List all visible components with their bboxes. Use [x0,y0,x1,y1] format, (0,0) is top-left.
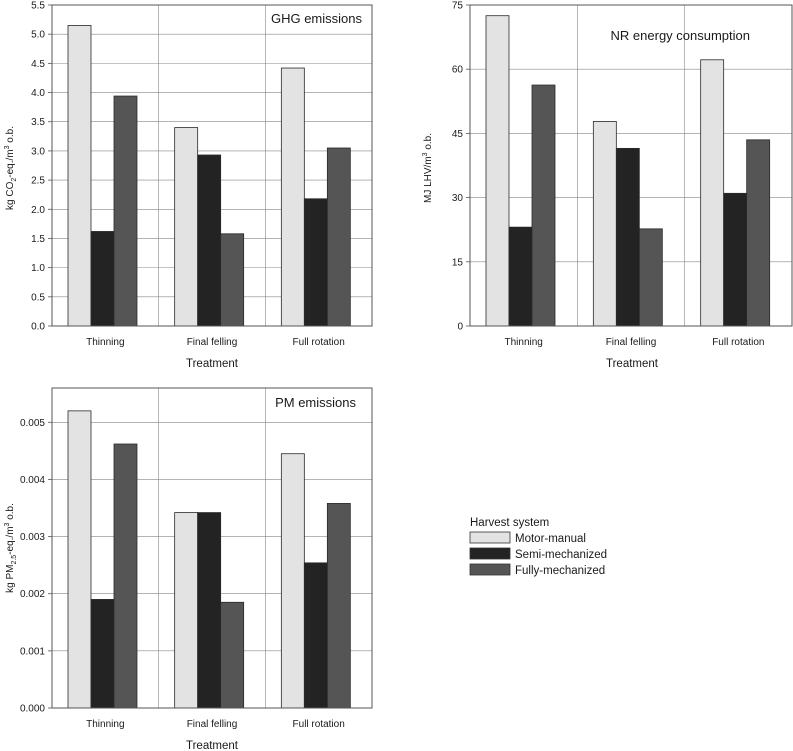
y-tick-label: 4.0 [31,88,45,99]
nr-energy-consumption-chart: 0 15 30 45 60 75 NR energy consumption MJ LHV… [422,1,793,370]
y-tick-label: 0.5 [31,292,45,303]
plot-frame [469,4,793,327]
y-tick-label: 0.002 [20,589,45,600]
bar-fully-mechanized-full-rotation [326,147,351,327]
bar-semi-mechanized-final-felling [197,154,222,327]
x-tick-label: Full rotation [293,719,345,730]
chart-title: NR energy consumption [611,28,750,43]
bar-semi-mechanized-full-rotation [723,192,748,327]
x-tick-label: Thinning [86,719,124,730]
legend-item-motor-manual: Motor-manual [469,531,586,545]
bar-motor-manual-thinning [67,25,92,327]
legend-swatch [469,547,511,560]
x-tick-label: Final felling [187,719,238,730]
y-tick-label: 60 [452,65,464,76]
x-tick-label: Full rotation [293,337,345,348]
bar-fully-mechanized-final-felling [638,228,663,327]
legend-label: Motor-manual [515,533,586,545]
y-tick-label: 4.5 [31,59,45,70]
bar-motor-manual-final-felling [174,512,199,709]
y-tick-label: 3.5 [31,117,45,128]
y-axis-label: kg PM2.5-eq./m3 o.b. [4,503,18,593]
bar-fully-mechanized-full-rotation [746,139,771,327]
y-tick-label: 30 [452,193,464,204]
y-tick-label: 0.004 [20,475,45,486]
legend: Harvest system Motor-manual Semi-mechani… [469,517,607,577]
bar-semi-mechanized-final-felling [197,512,222,709]
legend-swatch [469,563,511,576]
bar-semi-mechanized-thinning [90,231,115,327]
bar-motor-manual-thinning [485,15,510,327]
bar-semi-mechanized-full-rotation [303,562,328,709]
x-tick-label: Final felling [606,337,657,348]
bar-motor-manual-full-rotation [700,59,725,327]
bar-motor-manual-full-rotation [280,453,305,709]
y-tick-label: 0.0 [31,322,45,333]
bar-motor-manual-final-felling [174,127,199,327]
ghg-emissions-chart: 0.0 0.5 1.0 1.5 2.0 2.5 3.0 3.5 4.0 4.5 5.0 5.5 GHG… [4,1,373,370]
bar-semi-mechanized-full-rotation [303,198,328,327]
x-axis-label: Treatment [186,740,239,751]
bar-fully-mechanized-final-felling [220,601,245,709]
y-tick-label: 3.0 [31,146,45,157]
y-tick-label: 0.000 [20,704,45,715]
bar-fully-mechanized-final-felling [220,233,245,327]
legend-item-fully-mechanized: Fully-mechanized [469,563,605,577]
y-tick-label: 75 [452,1,464,12]
y-tick-label: 0.005 [20,418,45,429]
bar-semi-mechanized-thinning [90,599,115,709]
pm-emissions-chart: 0.000 0.001 0.002 0.003 0.004 0.005 PM emissi… [4,387,373,751]
y-axis-label: MJ LHV/m3 o.b. [422,133,434,203]
legend-label: Semi-mechanized [515,549,607,561]
bars [67,410,351,709]
bar-semi-mechanized-thinning [508,226,533,327]
y-axis-label: kg CO2-eq./m3 o.b. [4,126,18,210]
x-tick-label: Full rotation [712,337,764,348]
x-tick-label: Thinning [504,337,542,348]
bar-motor-manual-final-felling [592,121,617,327]
y-tick-label: 5.0 [31,30,45,41]
bar-semi-mechanized-final-felling [615,147,640,327]
bar-motor-manual-full-rotation [280,67,305,327]
y-tick-label: 15 [452,257,464,268]
bar-fully-mechanized-thinning [113,95,138,327]
bar-motor-manual-thinning [67,410,92,709]
x-axis-label: Treatment [186,358,239,370]
bar-fully-mechanized-thinning [113,443,138,709]
y-tick-label: 45 [452,129,464,140]
y-tick-label: 0.003 [20,532,45,543]
x-axis-label: Treatment [606,358,659,370]
x-tick-label: Final felling [187,337,238,348]
y-tick-label: 5.5 [31,1,45,12]
y-tick-label: 2.5 [31,176,45,187]
legend-swatch [469,531,511,544]
legend-title: Harvest system [470,517,549,529]
bars [485,15,771,327]
legend-item-semi-mechanized: Semi-mechanized [469,547,607,561]
chart-title: GHG emissions [271,11,363,26]
bars [67,25,351,327]
bar-fully-mechanized-full-rotation [326,503,351,709]
y-tick-label: 0 [457,322,463,333]
plot-frame [51,4,373,327]
x-tick-label: Thinning [86,337,124,348]
y-tick-label: 0.001 [20,646,45,657]
y-tick-label: 1.0 [31,263,45,274]
y-tick-label: 2.0 [31,205,45,216]
chart-title: PM emissions [275,395,356,410]
plot-frame [51,387,373,709]
y-tick-label: 1.5 [31,234,45,245]
legend-label: Fully-mechanized [515,565,605,577]
bar-fully-mechanized-thinning [531,84,556,327]
